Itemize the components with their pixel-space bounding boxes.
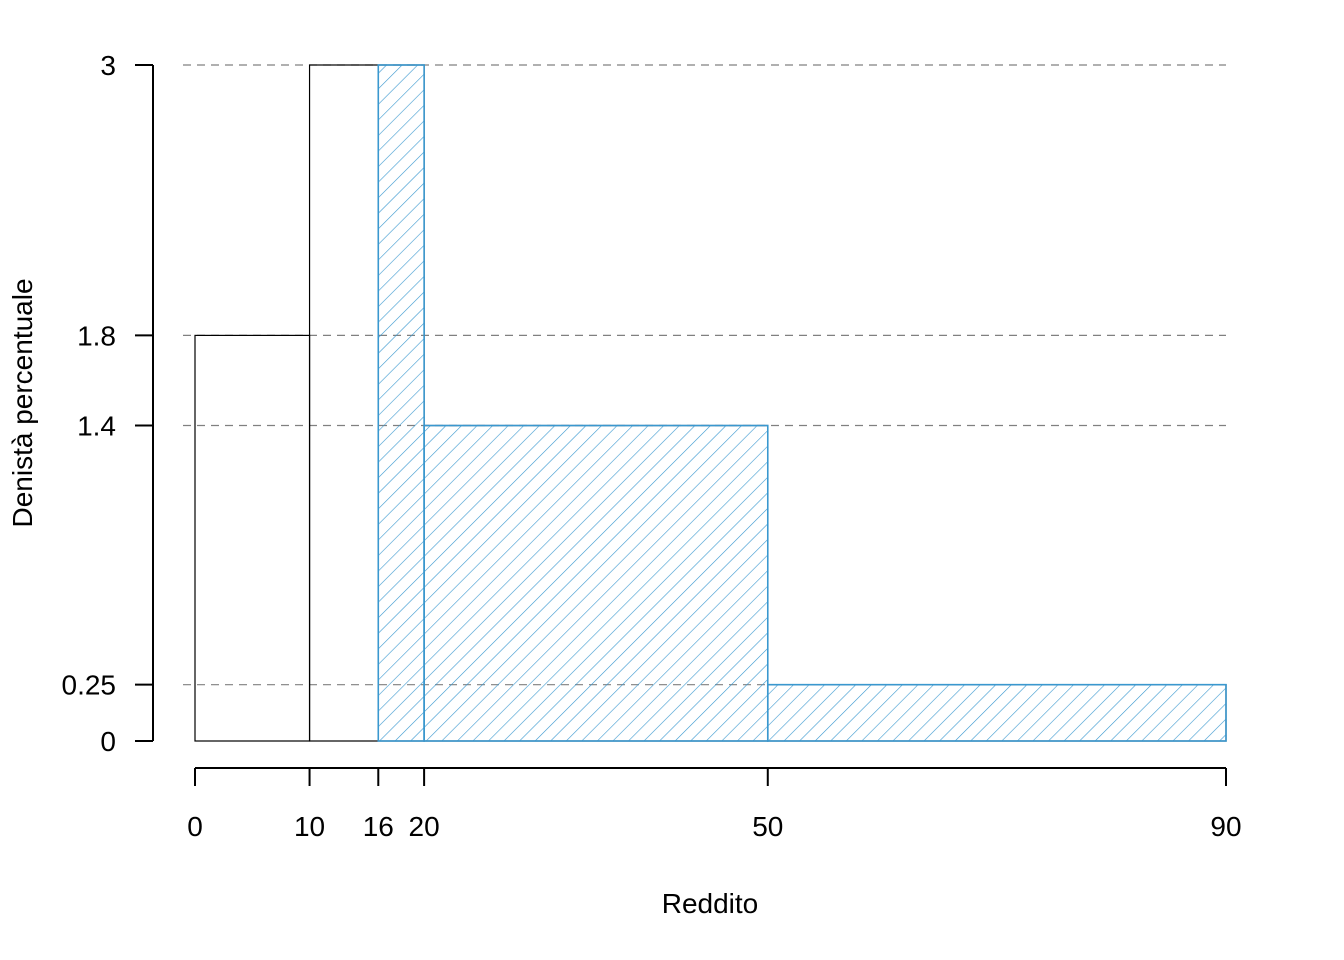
hatched-bar (377, 64, 425, 742)
x-tick-label: 90 (1210, 811, 1241, 842)
outline-bar (194, 334, 311, 742)
x-tick-label: 16 (363, 811, 394, 842)
y-tick-label: 1.4 (77, 411, 116, 442)
y-tick-label: 0.25 (62, 670, 117, 701)
x-axis-ticks: 0 10 16 20 50 90 (187, 768, 1242, 842)
histogram-bars (194, 64, 1227, 742)
x-axis-title: Reddito (662, 888, 759, 919)
hatched-bar (423, 424, 769, 742)
y-axis-ticks: 0 0.25 1.4 1.8 3 (62, 50, 153, 757)
x-tick-label: 10 (294, 811, 325, 842)
x-tick-label: 50 (752, 811, 783, 842)
x-tick-label: 20 (409, 811, 440, 842)
hatched-bar (766, 683, 1227, 742)
y-tick-label: 0 (100, 726, 116, 757)
y-axis-title: Denistà percentuale (7, 278, 38, 527)
y-tick-label: 3 (100, 50, 116, 81)
y-tick-label: 1.8 (77, 320, 116, 351)
x-tick-label: 0 (187, 811, 203, 842)
